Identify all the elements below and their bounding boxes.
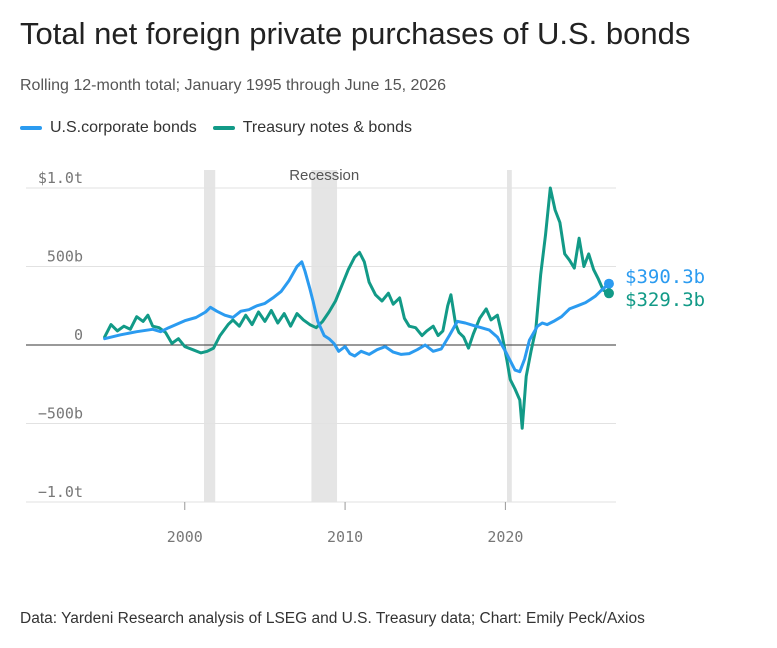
y-tick-label-1: 500b [47,248,83,266]
end-label-treasury: $329.3b [625,289,705,311]
series-line-treasury [103,186,611,430]
legend-swatch-treasury [212,126,235,130]
recession-band-0 [204,170,216,502]
x-tick-label-2: 2020 [487,528,523,546]
end-dot-corporate [603,278,614,289]
chart-subtitle: Rolling 12-month total; January 1995 thr… [20,77,447,94]
x-tick-label-0: 2000 [167,528,203,546]
legend-item-treasury: Treasury notes & bonds [212,119,413,137]
end-dot-treasury [603,288,614,299]
chart-title: Total net foreign private purchases of U… [20,16,691,51]
end-label-corporate: $390.3b [625,266,705,288]
recession-label: Recession [289,167,359,184]
legend-swatch-corporate [20,126,42,130]
recession-band-2 [506,170,512,502]
chart-area: Recession $1.0t 500b 0 −500b −1.0t 2000 2010 202… [26,167,705,546]
legend-label-corporate: U.S.corporate bonds [50,119,197,136]
y-tick-label-0: $1.0t [38,169,83,187]
source-note: Data: Yardeni Research analysis of LSEG … [20,610,645,627]
series-line-corporate [103,260,611,374]
legend: U.S.corporate bonds Treasury notes & bon… [20,119,428,137]
legend-item-corporate: U.S.corporate bonds [20,119,197,137]
y-tick-label-4: −1.0t [38,483,83,501]
y-tick-label-2: 0 [74,326,83,344]
y-tick-label-3: −500b [38,405,83,423]
legend-label-treasury: Treasury notes & bonds [242,119,413,136]
x-tick-label-1: 2010 [327,528,363,546]
